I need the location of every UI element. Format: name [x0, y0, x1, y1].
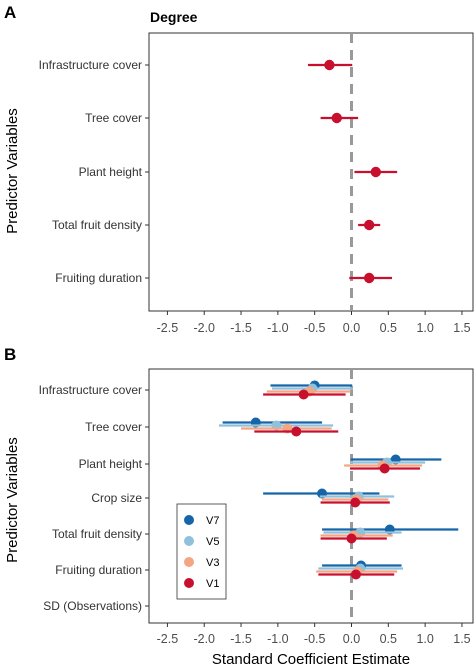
point-v1 [298, 389, 309, 400]
panel-a: A Degree -2.5 -2.0 -1.5 -1.0 -0.5 0.0 0.5 1.0 1.5 I… [4, 3, 474, 335]
x-tick-label: 1.0 [416, 321, 433, 335]
y-category-label: Total fruit density [52, 218, 142, 232]
y-category-label: Fruiting duration [55, 271, 142, 285]
point-v1 [346, 533, 357, 544]
x-tick-label: -1.0 [267, 632, 289, 646]
x-axis-title: Standard Coefficient Estimate [212, 651, 410, 668]
plot-area [148, 32, 474, 312]
point-v1 [331, 112, 342, 124]
x-tick-label: 1.0 [416, 632, 433, 646]
x-tick-label: 0.0 [343, 321, 360, 335]
x-tick-label: 0.5 [380, 321, 397, 335]
panel-letter: B [4, 345, 16, 364]
point-v1 [350, 569, 361, 580]
legend-swatch-v1 [184, 578, 194, 588]
y-category-label: Fruiting duration [55, 563, 142, 577]
y-category-label: Plant height [79, 457, 143, 471]
panel-title: Degree [150, 9, 198, 25]
point-v1 [363, 272, 375, 284]
y-category-label: SD (Observations) [43, 599, 142, 613]
point-v1 [291, 426, 302, 437]
point-v1 [363, 219, 375, 231]
y-axis-title: Predictor Variables [4, 108, 21, 234]
y-category-label: Tree cover [85, 111, 142, 125]
x-tick-label: -2.5 [157, 321, 179, 335]
legend-swatch-v7 [184, 515, 194, 525]
y-category-label: Infrastructure cover [39, 383, 142, 397]
x-tick-label: -2.0 [193, 321, 215, 335]
x-tick-label: -1.5 [230, 321, 252, 335]
legend-swatch-v3 [184, 557, 194, 567]
legend-label: V5 [206, 536, 219, 548]
panel-b: BSpecialization d'-2.5-2.0-1.5-1.0-0.50.… [4, 345, 474, 668]
y-axis-title: Predictor Variables [4, 437, 21, 563]
x-tick-label: 0.0 [343, 632, 360, 646]
y-category-label: Tree cover [85, 420, 142, 434]
legend-label: V1 [206, 578, 219, 590]
x-tick-label: -1.5 [230, 632, 252, 646]
point-v1 [324, 59, 335, 71]
point-v1 [370, 166, 381, 178]
point-v1 [350, 497, 361, 508]
legend: V7 V5 V3 V1 [176, 503, 227, 600]
x-tick-label: -1.0 [267, 321, 289, 335]
y-category-label: Plant height [79, 165, 143, 179]
y-category-label: Total fruit density [52, 527, 142, 541]
point-v1 [379, 463, 390, 474]
x-tick-label: 1.5 [453, 321, 470, 335]
panel-letter: A [4, 3, 16, 22]
x-tick-label: -0.5 [304, 321, 326, 335]
x-tick-label: -2.5 [157, 632, 179, 646]
x-tick-label: -0.5 [304, 632, 326, 646]
x-tick-label: -2.0 [193, 632, 215, 646]
legend-swatch-v5 [184, 536, 194, 546]
legend-label: V3 [206, 557, 219, 569]
x-tick-label: 0.5 [380, 632, 397, 646]
y-category-label: Infrastructure cover [39, 58, 142, 72]
x-tick-label: 1.5 [453, 632, 470, 646]
legend-label: V7 [206, 515, 219, 527]
y-category-label: Crop size [91, 491, 142, 505]
